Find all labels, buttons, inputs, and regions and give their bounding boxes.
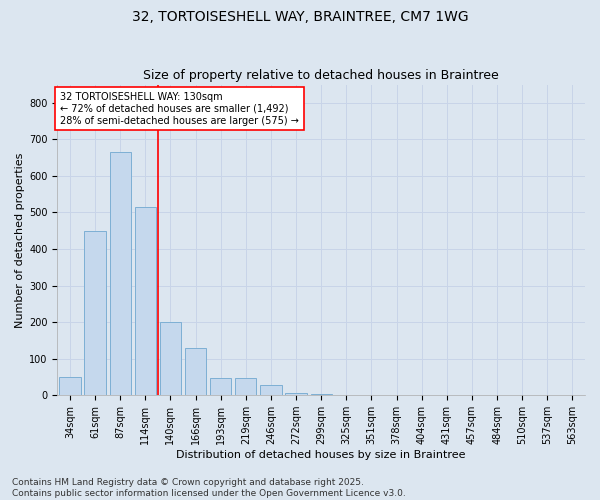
Bar (134, 207, 156, 395)
X-axis label: Distribution of detached houses by size in Braintree: Distribution of detached houses by size … (176, 450, 466, 460)
Bar (235, 378, 256, 395)
Bar (85, 231, 106, 395)
Bar (185, 348, 206, 395)
Title: Size of property relative to detached houses in Braintree: Size of property relative to detached ho… (143, 69, 499, 82)
Text: 32 TORTOISESHELL WAY: 130sqm
← 72% of detached houses are smaller (1,492)
28% of: 32 TORTOISESHELL WAY: 130sqm ← 72% of de… (60, 92, 299, 126)
Y-axis label: Number of detached properties: Number of detached properties (15, 152, 25, 328)
Bar (311, 394, 332, 395)
Bar (210, 378, 232, 395)
Bar (59, 377, 80, 395)
Bar (110, 152, 131, 395)
Bar (160, 322, 181, 395)
Bar (286, 394, 307, 395)
Bar (260, 385, 281, 395)
Text: Contains HM Land Registry data © Crown copyright and database right 2025.
Contai: Contains HM Land Registry data © Crown c… (12, 478, 406, 498)
Text: 32, TORTOISESHELL WAY, BRAINTREE, CM7 1WG: 32, TORTOISESHELL WAY, BRAINTREE, CM7 1W… (131, 10, 469, 24)
